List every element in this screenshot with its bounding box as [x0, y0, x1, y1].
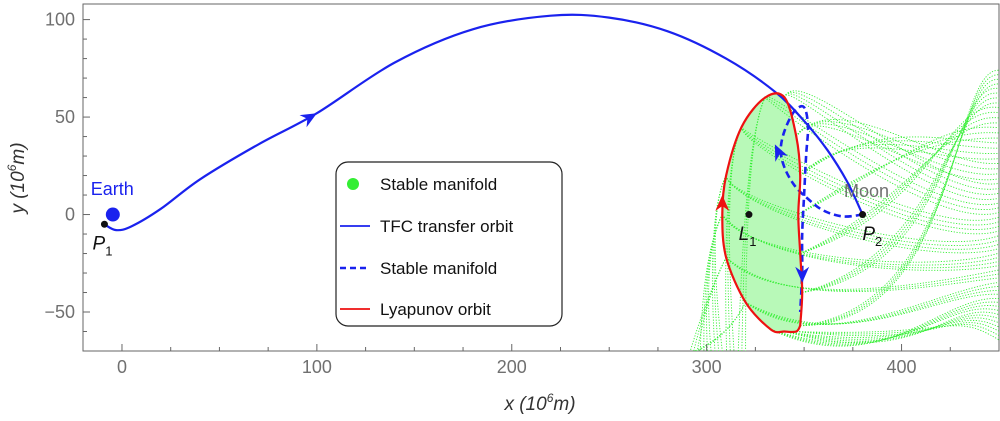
p1-marker: [100, 220, 108, 228]
manifold-strand: [798, 132, 999, 215]
manifold-strand: [799, 144, 999, 176]
x-tick-label: 0: [117, 357, 127, 377]
manifold-strand: [802, 92, 999, 293]
manifold-strand: [696, 257, 727, 351]
x-tick-label: 300: [692, 357, 722, 377]
trajectory-layer: [103, 13, 864, 334]
legend: Stable manifold TFC transfer orbit Stabl…: [335, 161, 563, 327]
manifold-strand: [770, 301, 999, 346]
manifold-strand: [727, 126, 743, 351]
manifold-strand: [693, 257, 727, 351]
legend-swatch-stable-manifold-dot: [347, 178, 359, 190]
series-stable-manifold-dashed: [779, 104, 863, 313]
manifold-strand: [802, 97, 999, 293]
manifold-strand: [745, 285, 999, 325]
manifold-strand: [802, 102, 999, 293]
manifold-strand: [770, 308, 999, 343]
l1-label: L1: [739, 224, 757, 249]
manifold-strand: [784, 94, 999, 200]
manifold-strand: [725, 126, 743, 351]
manifold-strand: [800, 74, 999, 327]
manifold-strand: [796, 325, 999, 341]
manifold-strand: [741, 126, 999, 226]
manifold-strand: [703, 214, 723, 351]
manifold-strand: [693, 302, 747, 351]
legend-label-transfer-orbit: TFC transfer orbit: [380, 217, 513, 236]
manifold-strand: [770, 298, 999, 347]
manifold-strand: [798, 137, 999, 215]
manifold-strand: [737, 97, 766, 351]
p2-label: P2: [862, 224, 882, 249]
manifold-strand: [708, 214, 723, 351]
manifold-strand: [725, 257, 999, 293]
x-tick-label: 400: [887, 357, 917, 377]
body-marker-layer: Earth P1 L1 P2 Moon: [91, 179, 889, 259]
manifold-strand: [741, 126, 999, 230]
manifold-strand: [795, 121, 999, 170]
manifold-strand: [784, 91, 999, 190]
manifold-strand: [725, 257, 999, 292]
manifold-strand: [711, 175, 727, 351]
manifold-strand: [799, 140, 999, 176]
manifold-strand: [800, 83, 999, 327]
manifold-strand: [800, 79, 999, 327]
transfer-direction-arrow: [299, 113, 317, 128]
manifold-strand: [784, 320, 999, 338]
legend-box: [335, 161, 563, 327]
manifold-strand: [721, 214, 999, 271]
manifold-strand: [725, 175, 999, 254]
manifold-strand: [800, 70, 999, 327]
manifold-strand: [706, 214, 723, 351]
series-lyapunov-orbit: [721, 92, 804, 334]
manifold-interior-fill: [722, 93, 803, 333]
manifold-strand: [741, 126, 999, 235]
lyapunov-direction-arrow: [715, 195, 730, 211]
manifold-strand: [802, 87, 999, 293]
earth-label: Earth: [91, 179, 134, 199]
manifold-direction-arrow-down: [795, 266, 810, 283]
manifold-strand: [784, 311, 999, 344]
manifold-strand: [721, 214, 999, 269]
l1-marker: [745, 211, 753, 219]
manifold-strand: [795, 123, 999, 175]
p1-label: P1: [93, 234, 113, 259]
manifold-strand: [784, 317, 999, 340]
earth-marker: [105, 207, 120, 222]
manifold-strand: [745, 282, 999, 325]
manifold-strand: [798, 126, 999, 215]
manifold-strand: [764, 96, 999, 210]
legend-label-stable-manifold: Stable manifold: [380, 175, 497, 194]
manifold-direction-arrow-up: [774, 144, 789, 162]
y-tick-label: 100: [45, 10, 75, 30]
moon-label: Moon: [844, 181, 889, 201]
p2-marker: [859, 211, 867, 219]
axis-tick-layer: 0 100 200 300 400 −50 0 50 100: [44, 10, 1000, 377]
manifold-strand: [699, 214, 723, 351]
x-axis-title: x (106m): [503, 391, 575, 415]
y-tick-label: 0: [65, 205, 75, 225]
y-tick-label: 50: [55, 107, 75, 127]
x-tick-label: 100: [302, 357, 332, 377]
plot-frame: [82, 3, 1000, 352]
manifold-strand: [728, 126, 743, 351]
manifold-strand: [689, 257, 727, 351]
manifold-strand: [784, 90, 999, 185]
manifold-strand: [795, 119, 999, 164]
manifold-strand: [764, 97, 999, 215]
y-tick-label: −50: [44, 302, 75, 322]
manifold-strand: [764, 95, 999, 206]
legend-label-lyapunov-orbit: Lyapunov orbit: [380, 300, 491, 319]
manifold-strand: [799, 136, 999, 176]
manifold-strand: [800, 111, 999, 254]
manifold-tube-layer: [689, 70, 999, 351]
series-transfer-orbit: [103, 13, 864, 232]
y-axis-title: y (106m): [5, 142, 29, 215]
x-tick-label: 200: [497, 357, 527, 377]
manifold-strand: [784, 93, 999, 195]
legend-label-stable-manifold-dashed: Stable manifold: [380, 259, 497, 278]
manifold-strand: [799, 147, 999, 176]
